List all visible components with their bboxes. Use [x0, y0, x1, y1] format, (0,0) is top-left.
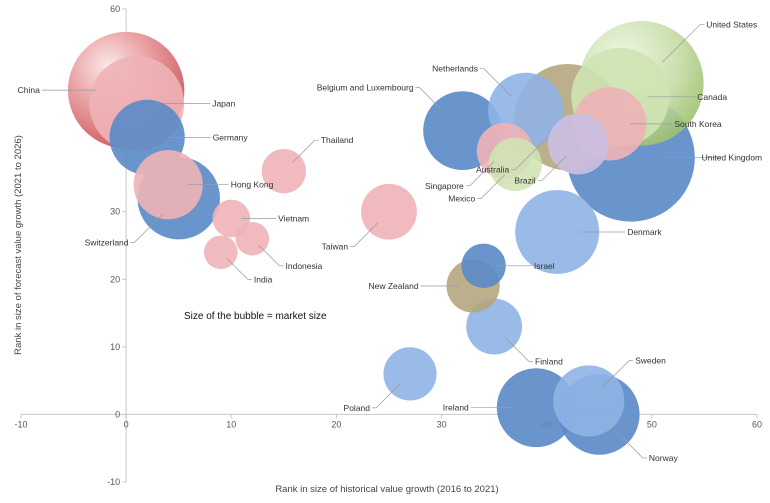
data-label: Netherlands [432, 64, 478, 74]
leader-line [465, 161, 495, 187]
data-label: United States [706, 19, 757, 29]
data-label: Germany [213, 132, 249, 142]
data-label: Brazil [514, 176, 535, 186]
leader-line [415, 87, 448, 116]
y-tick-label: 60 [110, 4, 120, 14]
data-label: Denmark [627, 227, 662, 237]
x-tick-label: 60 [752, 419, 762, 429]
data-label: Taiwan [322, 242, 349, 252]
leader-line [477, 174, 506, 199]
data-label: Norway [649, 453, 679, 463]
data-label: Canada [697, 92, 727, 102]
data-label: Japan [212, 99, 235, 109]
bubble-denmark[interactable] [515, 189, 600, 274]
x-tick-label: 20 [331, 419, 341, 429]
data-label: Ireland [443, 403, 469, 413]
x-tick-label: 50 [647, 419, 657, 429]
y-tick-label: -10 [107, 477, 120, 487]
data-label: Singapore [425, 181, 464, 191]
data-label: New Zealand [369, 281, 419, 291]
data-label: Poland [344, 403, 371, 413]
bubble-hong-kong[interactable] [133, 150, 203, 220]
y-tick-label: 10 [110, 342, 120, 352]
leader-line [130, 213, 164, 243]
leader-line [350, 222, 379, 247]
leader-line [504, 337, 533, 362]
leader-line [602, 360, 634, 388]
leader-line [292, 139, 319, 163]
data-label: South Korea [674, 119, 722, 129]
data-label: Thailand [321, 135, 354, 145]
y-tick-label: 0 [115, 409, 120, 419]
data-label: Sweden [635, 356, 666, 366]
leader-line [537, 155, 567, 182]
x-axis-title: Rank in size of historical value growth … [275, 484, 498, 495]
leader-line [372, 383, 401, 409]
data-label: United Kingdom [702, 153, 762, 163]
x-tick-label: 10 [226, 419, 236, 429]
data-label: Vietnam [278, 214, 309, 224]
data-label: Finland [535, 357, 563, 367]
y-tick-label: 30 [110, 207, 120, 217]
chart-annotation: Size of the bubble = market size [184, 311, 327, 322]
data-label: Belgium and Luxembourg [317, 83, 414, 93]
leader-line [614, 429, 647, 459]
x-tick-label: 0 [124, 419, 129, 429]
bubble-israel[interactable] [461, 243, 506, 288]
x-tick-label: -10 [14, 419, 27, 429]
leader-line [258, 244, 284, 267]
data-label: India [254, 274, 273, 284]
x-tick-label: 30 [437, 419, 447, 429]
leader-line [662, 23, 705, 63]
data-label: China [18, 85, 40, 95]
data-label: Hong Kong [231, 180, 274, 190]
data-label: Indonesia [286, 261, 323, 271]
leader-line [226, 258, 252, 280]
y-axis-title: Rank in size of forecast value growth (2… [13, 135, 24, 355]
data-label: Switzerland [85, 237, 129, 247]
data-label: Australia [476, 165, 509, 175]
data-label: Israel [534, 261, 555, 271]
leader-line [480, 68, 512, 97]
leader-line [511, 137, 548, 171]
y-tick-label: 20 [110, 274, 120, 284]
labels-layer: China Japan Germany Hong Kong Switzerland Tha… [18, 19, 762, 463]
data-label: Mexico [448, 193, 475, 203]
